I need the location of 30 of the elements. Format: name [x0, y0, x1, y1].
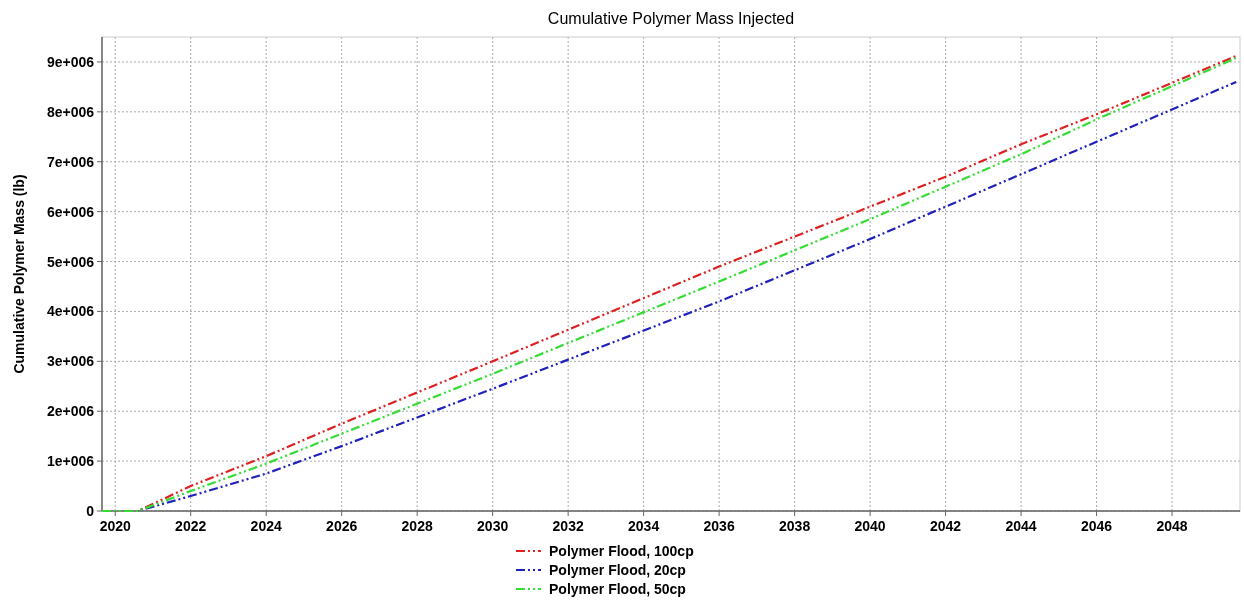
x-tick-label: 2022 — [175, 518, 207, 534]
x-tick-label: 2036 — [703, 518, 735, 534]
y-tick-label: 2e+006 — [46, 403, 95, 420]
y-tick-label: 1e+006 — [46, 453, 95, 470]
y-tick-label: 5e+006 — [46, 253, 95, 270]
x-tick-label: 2030 — [477, 518, 509, 534]
y-tick-label: 9e+006 — [46, 53, 95, 70]
x-tick-label: 2046 — [1080, 518, 1113, 534]
x-tick-label: 2024 — [250, 518, 282, 534]
y-axis-title: Cumulative Polymer Mass (lb) — [11, 174, 27, 374]
y-tick-label: 6e+006 — [46, 203, 95, 220]
legend-label: Polymer Flood, 100cp — [549, 543, 694, 559]
x-tick-label: 2044 — [1005, 518, 1037, 534]
chart-title: Cumulative Polymer Mass Injected — [547, 10, 795, 27]
x-tick-label: 2040 — [854, 518, 886, 534]
legend-label: Polymer Flood, 50cp — [549, 581, 686, 597]
x-tick-label: 2034 — [628, 518, 660, 534]
x-tick-label: 2048 — [1156, 518, 1188, 534]
x-tick-label: 2038 — [779, 518, 811, 534]
x-tick-label: 2026 — [326, 518, 358, 534]
y-tick-label: 0 — [86, 503, 95, 519]
y-tick-label: 3e+006 — [46, 353, 95, 370]
x-tick-label: 2028 — [401, 518, 433, 534]
y-tick-label: 7e+006 — [46, 153, 95, 170]
x-tick-label: 2020 — [99, 518, 131, 534]
x-tick-label: 2032 — [552, 518, 584, 534]
y-tick-label: 8e+006 — [46, 103, 95, 120]
x-tick-label: 2042 — [930, 518, 962, 534]
y-tick-label: 4e+006 — [46, 303, 95, 320]
legend-label: Polymer Flood, 20cp — [549, 562, 686, 578]
